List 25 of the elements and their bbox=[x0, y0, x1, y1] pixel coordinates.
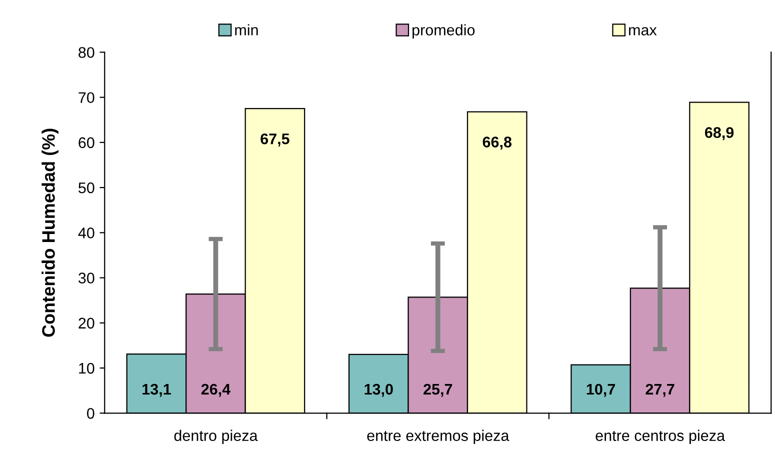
data-label: 10,7 bbox=[586, 384, 615, 397]
y-tick-label: 80 bbox=[78, 47, 94, 58]
legend-label: max bbox=[629, 27, 657, 36]
y-tick-label: 0 bbox=[87, 408, 94, 419]
data-label: 25,7 bbox=[424, 384, 452, 397]
data-label: 67,5 bbox=[260, 133, 290, 147]
y-tick-label: 20 bbox=[78, 318, 94, 329]
legend-label: promedio bbox=[412, 24, 475, 38]
x-tick-label: entre centros pieza bbox=[596, 430, 726, 444]
x-tick-label: dentro pieza bbox=[174, 430, 258, 444]
y-axis-title: Contenido Humedad (%) bbox=[42, 128, 58, 337]
data-label: 13,1 bbox=[142, 384, 171, 397]
y-tick-label: 50 bbox=[78, 182, 94, 194]
data-label: 68,9 bbox=[704, 127, 734, 140]
y-tick-label: 30 bbox=[78, 272, 94, 284]
y-tick-label: 70 bbox=[78, 92, 94, 104]
data-label: 66,8 bbox=[482, 136, 512, 150]
y-tick-label: 40 bbox=[78, 228, 94, 238]
y-tick-label: 10 bbox=[79, 362, 94, 374]
data-label: 27,7 bbox=[646, 384, 674, 397]
x-tick-label: entre extremos pieza bbox=[367, 430, 510, 444]
data-label: 26,4 bbox=[201, 384, 230, 397]
legend-label: min bbox=[235, 24, 258, 36]
data-label: 13,0 bbox=[364, 384, 393, 397]
y-tick-label: 60 bbox=[78, 137, 94, 148]
